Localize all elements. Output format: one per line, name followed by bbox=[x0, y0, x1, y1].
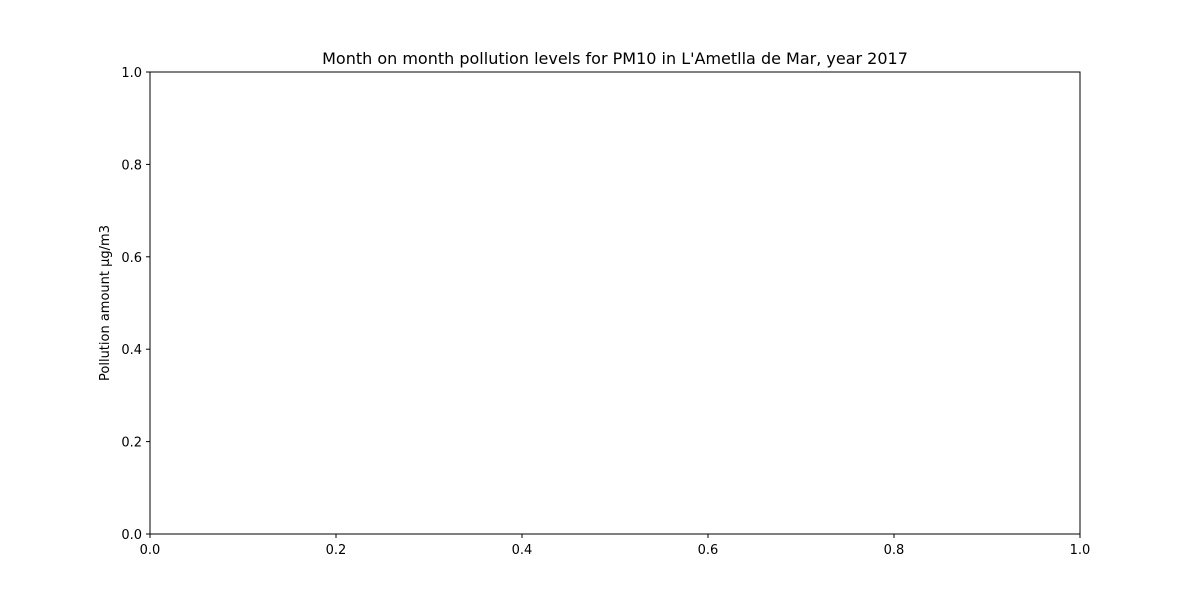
x-tick-label: 0.0 bbox=[140, 543, 161, 558]
y-axis-label: Pollution amount µg/m3 bbox=[98, 225, 113, 381]
y-tick-label: 0.2 bbox=[121, 436, 142, 451]
x-tick-label: 0.4 bbox=[512, 543, 533, 558]
x-tick-label: 0.6 bbox=[698, 543, 719, 558]
y-tick-label: 1.0 bbox=[121, 66, 142, 81]
axes-frame bbox=[149, 71, 1081, 535]
x-tick-label: 0.8 bbox=[884, 543, 905, 558]
x-tick-label: 1.0 bbox=[1070, 543, 1091, 558]
x-axis-ticks: 0.0 0.2 0.4 0.6 0.8 1.0 bbox=[140, 534, 1091, 558]
y-tick-label: 0.8 bbox=[121, 158, 142, 173]
chart-title: Month on month pollution levels for PM10… bbox=[322, 49, 908, 68]
y-tick-label: 0.6 bbox=[121, 251, 142, 266]
y-axis-ticks: 0.0 0.2 0.4 0.6 0.8 1.0 bbox=[121, 66, 150, 543]
y-tick-label: 0.4 bbox=[121, 343, 142, 358]
y-tick-label: 0.0 bbox=[121, 528, 142, 543]
x-tick-label: 0.2 bbox=[326, 543, 347, 558]
